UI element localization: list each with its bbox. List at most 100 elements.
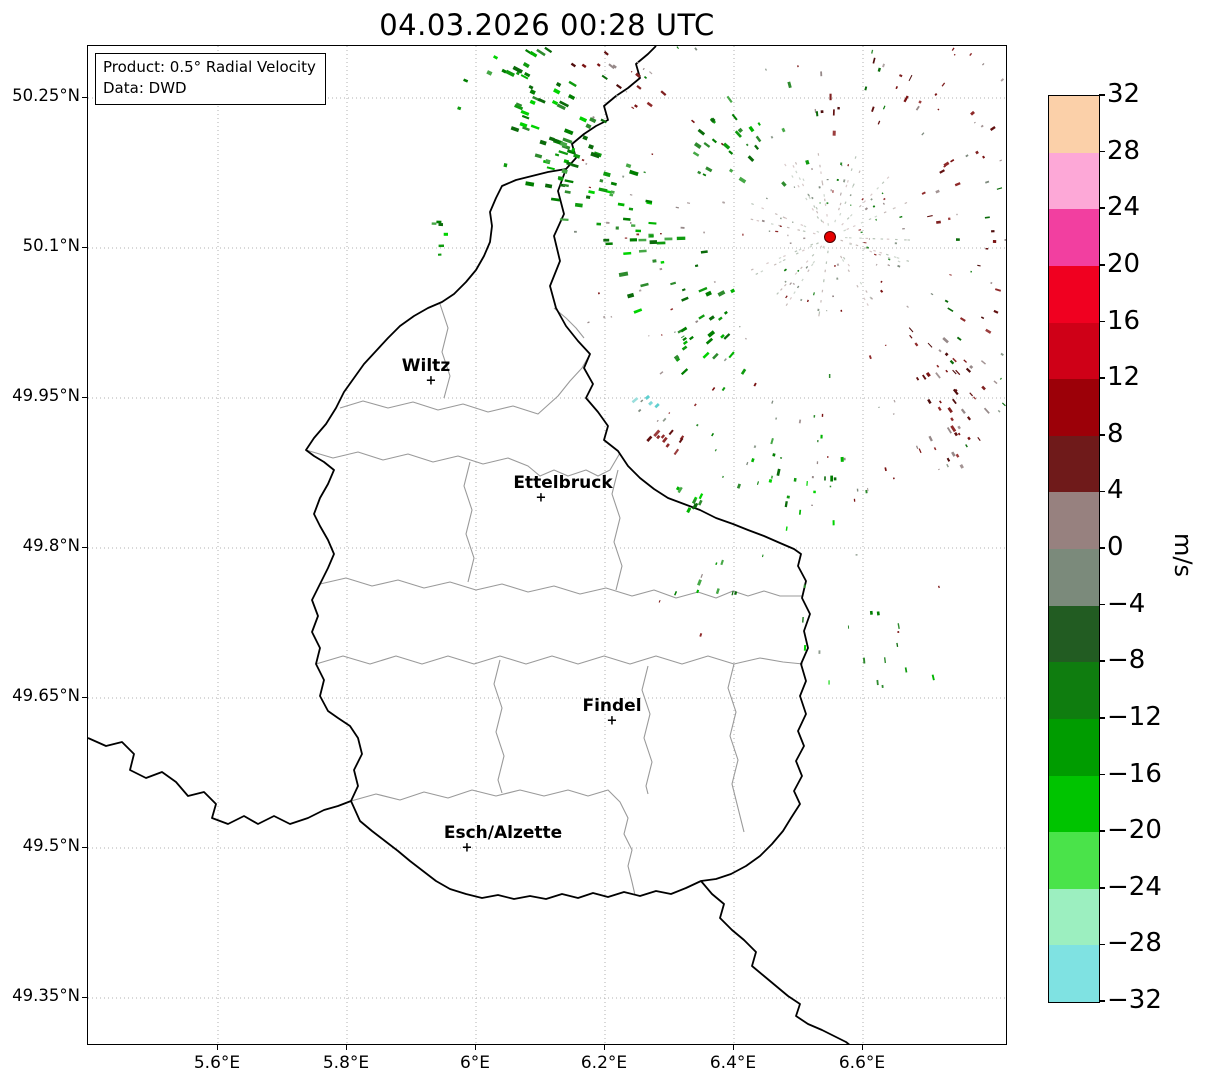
colorbar-tick-mark — [1099, 717, 1105, 719]
radar-site-marker — [824, 231, 836, 243]
xtick-mark — [475, 1045, 477, 1050]
colorbar-tick-label: 8 — [1107, 418, 1124, 449]
ytick-mark — [82, 247, 87, 249]
country-border — [305, 168, 811, 900]
colorbar-tick-mark — [1099, 264, 1105, 266]
colorbar-tick-label: −4 — [1107, 588, 1146, 619]
city-marker-wiltz: + — [425, 373, 437, 389]
colorbar-segment — [1049, 832, 1099, 889]
colorbar-segment — [1049, 718, 1099, 776]
xtick-mark — [604, 1045, 606, 1050]
ytick-label: 50.25°N — [12, 86, 80, 105]
district-border — [727, 663, 745, 833]
xtick-mark — [862, 1045, 864, 1050]
colorbar-tick-mark — [1099, 943, 1105, 946]
district-border — [305, 449, 621, 477]
colorbar-tick-label: −28 — [1107, 928, 1162, 959]
colorbar-tick-label: 12 — [1107, 362, 1141, 393]
country-border — [565, 46, 657, 170]
ytick-mark — [82, 97, 87, 99]
xtick-label: 6.6°E — [838, 1053, 886, 1073]
colorbar-segment — [1049, 549, 1099, 606]
data-source-label: Data: DWD — [103, 79, 187, 97]
colorbar-tick-mark — [1099, 433, 1105, 436]
colorbar-tick-label: 16 — [1107, 305, 1141, 336]
city-marker-esch-alzette: + — [461, 840, 473, 856]
colorbar-tick-mark — [1099, 547, 1105, 549]
country-border — [700, 880, 850, 1044]
district-border — [493, 659, 505, 794]
city-label-findel: Findel — [582, 696, 642, 716]
colorbar-tick-mark — [1099, 94, 1105, 96]
district-border — [439, 303, 451, 399]
colorbar-tick-label: −16 — [1107, 758, 1162, 789]
colorbar-tick-mark — [1099, 320, 1105, 323]
district-border — [350, 789, 636, 896]
xtick-mark — [217, 1045, 219, 1050]
colorbar-segment — [1049, 945, 1099, 1002]
ytick-label: 50.1°N — [22, 236, 80, 255]
radar-echo-layer — [431, 46, 1006, 688]
colorbar-segment — [1049, 775, 1099, 833]
ytick-label: 49.95°N — [12, 386, 80, 405]
xtick-mark — [346, 1045, 348, 1050]
xtick-label: 6°E — [459, 1053, 491, 1073]
colorbar-segment — [1049, 662, 1099, 719]
colorbar-segment — [1049, 888, 1099, 946]
city-label-wiltz: Wiltz — [401, 356, 451, 376]
colorbar-segment — [1049, 96, 1099, 153]
map-plot: Product: 0.5° Radial Velocity Data: DWD … — [87, 45, 1007, 1045]
country-border — [88, 737, 352, 825]
ytick-label: 49.65°N — [12, 686, 80, 705]
colorbar — [1048, 95, 1100, 1003]
colorbar-segment — [1049, 435, 1099, 493]
colorbar-tick-mark — [1099, 773, 1105, 776]
ytick-mark — [82, 397, 87, 399]
colorbar-tick-label: 0 — [1107, 532, 1124, 562]
xtick-label: 6.2°E — [580, 1053, 628, 1073]
colorbar-segment — [1049, 152, 1099, 210]
colorbar-tick-mark — [1099, 830, 1105, 832]
colorbar-segment — [1049, 265, 1099, 323]
district-border — [641, 665, 653, 795]
colorbar-segment — [1049, 605, 1099, 663]
city-label-ettelbruck: Ettelbruck — [513, 473, 613, 493]
colorbar-segment — [1049, 379, 1099, 436]
ytick-label: 49.35°N — [12, 986, 80, 1005]
colorbar-tick-mark — [1099, 377, 1105, 379]
colorbar-segment — [1049, 209, 1099, 266]
xtick-mark — [733, 1045, 735, 1050]
ytick-mark — [82, 997, 87, 999]
colorbar-tick-label: 24 — [1107, 192, 1141, 223]
colorbar-segment — [1049, 492, 1099, 549]
colorbar-tick-label: 32 — [1107, 79, 1141, 109]
ytick-label: 49.8°N — [22, 536, 80, 555]
product-label: Product: 0.5° Radial Velocity — [103, 58, 316, 76]
colorbar-tick-label: −20 — [1107, 815, 1162, 846]
city-marker-ettelbruck: + — [535, 490, 547, 506]
colorbar-tick-label: 20 — [1107, 248, 1141, 279]
district-border — [611, 469, 623, 591]
colorbar-tick-mark — [1099, 150, 1105, 153]
ytick-label: 49.5°N — [22, 836, 80, 855]
city-marker-findel: + — [606, 713, 618, 729]
xtick-label: 5.8°E — [322, 1053, 370, 1073]
xtick-label: 6.4°E — [709, 1053, 757, 1073]
colorbar-tick-label: −12 — [1107, 701, 1162, 732]
ytick-mark — [82, 547, 87, 549]
district-border — [319, 577, 802, 599]
colorbar-tick-label: 28 — [1107, 135, 1141, 166]
colorbar-tick-mark — [1099, 207, 1105, 210]
colorbar-tick-label: −24 — [1107, 871, 1162, 902]
ytick-mark — [82, 697, 87, 699]
district-border — [553, 307, 585, 339]
city-label-esch-alzette: Esch/Alzette — [443, 823, 563, 843]
colorbar-tick-label: 4 — [1107, 475, 1124, 506]
district-border — [463, 461, 475, 583]
colorbar-tick-mark — [1099, 886, 1105, 889]
colorbar-segment — [1049, 322, 1099, 380]
colorbar-tick-label: −32 — [1107, 985, 1162, 1015]
ytick-mark — [82, 847, 87, 849]
colorbar-tick-mark — [1099, 660, 1105, 663]
